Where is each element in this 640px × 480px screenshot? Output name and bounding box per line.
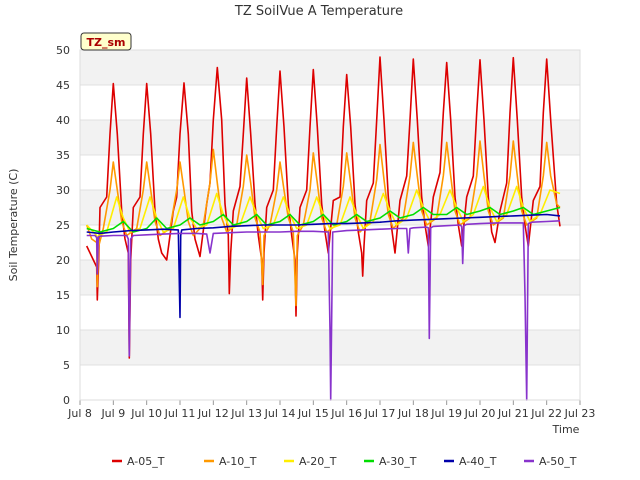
y-tick-label: 0 <box>63 394 70 407</box>
plot-band <box>80 85 580 120</box>
x-tick-label: Jul 22 <box>530 407 562 420</box>
legend-label: A-20_T <box>299 455 337 468</box>
legend-label: A-40_T <box>459 455 497 468</box>
x-tick-label: Jul 15 <box>297 407 329 420</box>
y-tick-label: 25 <box>56 219 70 232</box>
x-tick-label: Jul 17 <box>364 407 396 420</box>
series-line-a-10-t <box>85 140 561 307</box>
station-badge: TZ_sm <box>80 32 132 51</box>
series-line-a-40-t <box>86 213 561 319</box>
x-tick-label: Jul 23 <box>564 407 596 420</box>
y-axis-label: Soil Temperature (C) <box>7 169 20 282</box>
x-tick-label: Jul 18 <box>397 407 429 420</box>
y-tick-label: 40 <box>56 114 70 127</box>
legend-item: A-20_T <box>284 455 337 468</box>
legend-label: A-05_T <box>127 455 165 468</box>
legend-label: A-10_T <box>219 455 257 468</box>
plot-band <box>80 155 580 190</box>
series-line-a-20-t <box>86 185 561 261</box>
plot-band <box>80 50 580 85</box>
chart-title: TZ SoilVue A Temperature <box>234 4 403 19</box>
series-lines <box>85 56 561 401</box>
y-tick-label: 50 <box>56 44 70 57</box>
x-tick-label: Jul 21 <box>497 407 529 420</box>
series-line-a-50-t <box>86 220 561 401</box>
y-tick-label: 5 <box>63 359 70 372</box>
y-tick-label: 10 <box>56 324 70 337</box>
y-tick-label: 30 <box>56 184 70 197</box>
x-tick-label: Jul 14 <box>264 407 296 420</box>
y-tick-label: 20 <box>56 254 70 267</box>
y-tick-label: 15 <box>56 289 70 302</box>
x-tick-label: Jul 10 <box>130 407 162 420</box>
x-tick-label: Jul 13 <box>230 407 262 420</box>
legend-item: A-30_T <box>364 455 417 468</box>
series-line-a-30-t <box>86 206 561 233</box>
x-tick-label: Jul 16 <box>330 407 362 420</box>
plot-band <box>80 190 580 225</box>
x-tick-label: Jul 19 <box>430 407 462 420</box>
x-tick-label: Jul 9 <box>100 407 125 420</box>
badge-box <box>80 32 132 51</box>
legend-item: A-50_T <box>524 455 577 468</box>
x-tick-label: Jul 8 <box>67 407 92 420</box>
x-axis-ticks: Jul 8 Jul 9 Jul 10 Jul 11 Jul 12 Jul 13 Jul 14… <box>67 400 595 420</box>
y-axis-ticks: 0 5 10 15 20 25 30 35 40 45 50 <box>56 44 70 407</box>
legend-label: A-30_T <box>379 455 417 468</box>
x-axis-label: Time <box>552 423 580 436</box>
legend: A-05_T A-10_T A-20_T A-30_T A-40_T A-50_T <box>112 455 577 468</box>
y-tick-label: 45 <box>56 79 70 92</box>
plot-band <box>80 120 580 155</box>
legend-item: A-40_T <box>444 455 497 468</box>
x-tick-label: Jul 12 <box>197 407 229 420</box>
y-tick-label: 35 <box>56 149 70 162</box>
legend-item: A-05_T <box>112 455 165 468</box>
x-tick-label: Jul 11 <box>164 407 196 420</box>
x-tick-label: Jul 20 <box>464 407 496 420</box>
badge-label: TZ_sm <box>87 36 126 49</box>
legend-label: A-50_T <box>539 455 577 468</box>
plot-frame <box>79 49 581 401</box>
legend-item: A-10_T <box>204 455 257 468</box>
